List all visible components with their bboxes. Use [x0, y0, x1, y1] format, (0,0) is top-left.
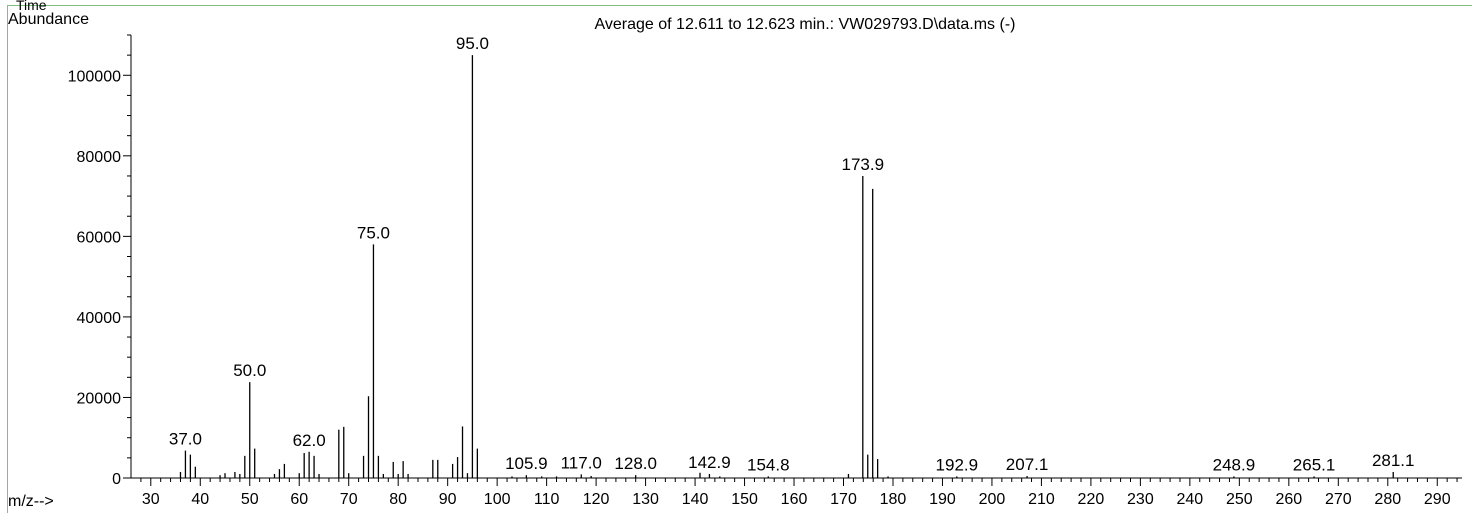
x-tick-label: 270 [1325, 491, 1352, 508]
peak-label: 37.0 [169, 430, 202, 449]
peak-label: 62.0 [293, 431, 326, 450]
x-tick-label: 90 [439, 491, 457, 508]
x-tick-label: 70 [340, 491, 358, 508]
x-tick-label: 220 [1078, 491, 1105, 508]
x-tick-label: 180 [880, 491, 907, 508]
peak-label: 105.9 [505, 454, 548, 473]
x-tick-label: 280 [1374, 491, 1401, 508]
chart-title: Average of 12.611 to 12.623 min.: VW0297… [595, 16, 1016, 33]
chart-frame: Time [7, 0, 1472, 513]
peak-label: 154.8 [747, 455, 790, 474]
x-tick-label: 40 [191, 491, 209, 508]
peak-label: 248.9 [1213, 455, 1256, 474]
peak-label: 117.0 [561, 453, 602, 472]
x-tick-label: 230 [1127, 491, 1154, 508]
x-tick-label: 240 [1177, 491, 1204, 508]
y-tick-label: 40000 [77, 310, 122, 327]
x-tick-label: 210 [1028, 491, 1055, 508]
y-tick-label: 100000 [68, 68, 121, 85]
x-tick-label: 250 [1226, 491, 1253, 508]
x-tick-label: 140 [682, 491, 709, 508]
x-tick-label: 200 [979, 491, 1006, 508]
y-axis-label: Abundance [8, 11, 89, 28]
peak-label: 95.0 [456, 34, 489, 53]
peak-label: 281.1 [1372, 451, 1415, 470]
x-tick-label: 110 [534, 491, 560, 508]
x-tick-label: 130 [632, 491, 659, 508]
peak-label: 192.9 [936, 455, 979, 474]
axes: 0 20000 40000 60000 80000 100000 30 40 50 60 70 80 9… [68, 34, 1462, 508]
x-tick-label: 170 [830, 491, 857, 508]
y-tick-label: 80000 [77, 149, 122, 166]
y-tick-label: 20000 [77, 390, 122, 407]
x-tick-label: 120 [583, 491, 610, 508]
peak-label: 173.9 [842, 155, 885, 174]
x-tick-label: 260 [1275, 491, 1302, 508]
time-label: Time [16, 0, 47, 13]
x-tick-label: 100 [484, 491, 511, 508]
x-tick-label: 160 [781, 491, 808, 508]
peak-label: 75.0 [357, 223, 390, 242]
peak-label: 128.0 [614, 454, 657, 473]
x-tick-label: 290 [1424, 491, 1451, 508]
x-tick-label: 50 [241, 491, 259, 508]
x-tick-label: 80 [389, 491, 407, 508]
x-tick-label: 190 [929, 491, 956, 508]
x-axis-label: m/z--> [8, 493, 54, 510]
y-tick-label: 0 [112, 471, 121, 488]
y-tick-label: 60000 [77, 229, 122, 246]
peak-label: 142.9 [688, 453, 731, 472]
peaks-group [179, 55, 1394, 478]
peak-labels-group: 37.0 50.0 62.0 75.0 95.0 105.9 117.0 128.0 142.9… [169, 34, 1415, 474]
x-tick-label: 150 [731, 491, 758, 508]
x-tick-label: 60 [290, 491, 308, 508]
peak-label: 50.0 [233, 361, 266, 380]
peak-label: 265.1 [1293, 455, 1336, 474]
x-tick-label: 30 [142, 491, 160, 508]
peak-label: 207.1 [1006, 455, 1049, 474]
